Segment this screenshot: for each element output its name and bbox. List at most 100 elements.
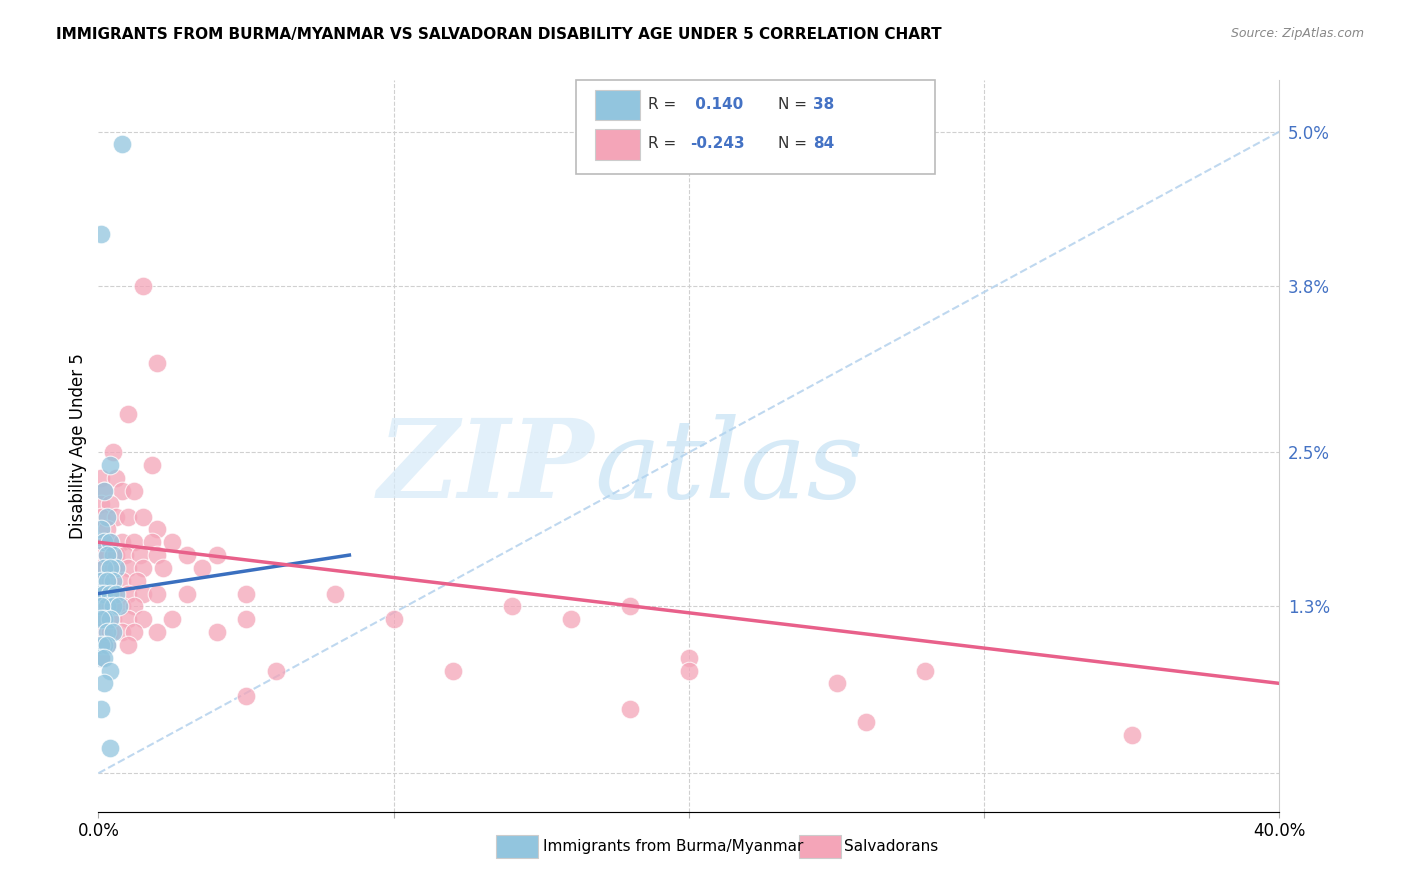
Point	[103, 548, 125, 562]
Point	[90, 650, 112, 665]
Point	[264, 664, 287, 678]
Point	[122, 535, 145, 549]
Point	[117, 407, 139, 421]
Point	[146, 523, 169, 537]
Point	[105, 509, 128, 524]
Point	[141, 458, 163, 473]
Point	[90, 586, 112, 600]
Point	[90, 574, 112, 588]
Point	[98, 535, 121, 549]
Point	[90, 471, 112, 485]
Text: ZIP: ZIP	[378, 414, 595, 522]
Point	[98, 625, 121, 640]
Point	[96, 638, 118, 652]
Point	[382, 612, 405, 626]
Point	[96, 638, 118, 652]
Point	[111, 535, 134, 549]
Text: -0.243: -0.243	[690, 136, 745, 151]
Point	[98, 599, 121, 614]
Point	[90, 509, 112, 524]
Point	[560, 612, 582, 626]
Point	[125, 574, 148, 588]
Point	[93, 650, 115, 665]
Point	[176, 586, 198, 600]
Text: 38: 38	[813, 97, 834, 112]
Point	[117, 612, 139, 626]
Point	[141, 535, 163, 549]
Text: atlas: atlas	[595, 414, 865, 522]
Point	[678, 664, 700, 678]
Point	[1121, 728, 1143, 742]
Y-axis label: Disability Age Under 5: Disability Age Under 5	[69, 353, 87, 539]
Point	[117, 561, 139, 575]
Point	[98, 586, 121, 600]
Point	[103, 561, 125, 575]
Point	[205, 625, 228, 640]
Point	[678, 650, 700, 665]
Point	[441, 664, 464, 678]
Point	[146, 586, 169, 600]
Point	[855, 714, 877, 729]
Point	[90, 650, 112, 665]
Point	[98, 574, 121, 588]
Point	[501, 599, 523, 614]
Point	[96, 523, 118, 537]
Point	[132, 561, 155, 575]
Point	[122, 599, 145, 614]
Point	[90, 561, 112, 575]
Point	[111, 137, 134, 152]
Point	[105, 548, 128, 562]
Point	[90, 612, 112, 626]
Point	[619, 702, 641, 716]
Point	[90, 625, 112, 640]
Point	[103, 586, 125, 600]
Point	[103, 612, 125, 626]
Point	[111, 625, 134, 640]
Point	[90, 599, 112, 614]
Point	[90, 599, 112, 614]
Point	[235, 612, 257, 626]
Point	[96, 574, 118, 588]
Point	[146, 625, 169, 640]
Point	[90, 638, 112, 652]
Point	[146, 548, 169, 562]
Point	[96, 509, 118, 524]
Point	[96, 548, 118, 562]
Point	[105, 471, 128, 485]
Point	[93, 561, 115, 575]
Text: Salvadorans: Salvadorans	[844, 839, 938, 854]
Text: Immigrants from Burma/Myanmar: Immigrants from Burma/Myanmar	[543, 839, 803, 854]
Point	[105, 586, 128, 600]
Text: 84: 84	[813, 136, 834, 151]
Point	[93, 676, 115, 690]
Point	[132, 612, 155, 626]
Point	[96, 625, 118, 640]
Point	[132, 278, 155, 293]
Point	[93, 638, 115, 652]
Point	[162, 535, 183, 549]
Point	[117, 509, 139, 524]
Text: Source: ZipAtlas.com: Source: ZipAtlas.com	[1230, 27, 1364, 40]
Point	[93, 586, 115, 600]
Point	[117, 586, 139, 600]
Point	[103, 445, 125, 459]
Point	[90, 612, 112, 626]
Point	[105, 561, 128, 575]
Text: N =: N =	[778, 136, 811, 151]
Point	[103, 574, 125, 588]
Point	[103, 625, 125, 640]
Point	[90, 702, 112, 716]
Text: N =: N =	[778, 97, 811, 112]
Point	[235, 586, 257, 600]
Point	[90, 535, 112, 549]
Point	[132, 509, 155, 524]
Point	[98, 561, 121, 575]
Point	[90, 548, 112, 562]
Point	[93, 612, 115, 626]
Point	[111, 483, 134, 498]
Point	[146, 355, 169, 369]
Point	[98, 664, 121, 678]
Text: 0.140: 0.140	[690, 97, 744, 112]
Text: R =: R =	[648, 136, 682, 151]
Point	[111, 574, 134, 588]
